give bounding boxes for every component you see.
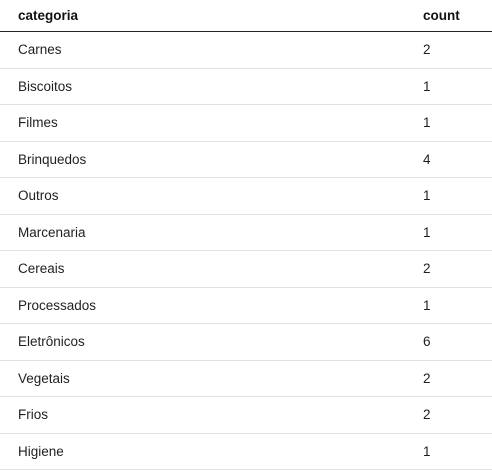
table-row: Eletrônicos 6: [0, 323, 492, 361]
table-row: Frios 2: [0, 396, 492, 434]
table-row: Filmes 1: [0, 104, 492, 142]
cell-count: 1: [405, 68, 492, 105]
cell-count: 1: [405, 104, 492, 142]
cell-categoria: Outros: [0, 177, 405, 215]
cell-categoria: Marcenaria: [0, 214, 405, 251]
table-row: Marcenaria 1: [0, 214, 492, 251]
table-row: Brinquedos 4: [0, 141, 492, 178]
table-row: Processados 1: [0, 287, 492, 324]
cell-count: 1: [405, 287, 492, 324]
cell-count: 2: [405, 360, 492, 397]
cell-categoria: Frios: [0, 396, 405, 434]
table-row: Vegetais 2: [0, 360, 492, 397]
cell-categoria: Cereais: [0, 250, 405, 288]
cell-categoria: Higiene: [0, 433, 405, 470]
table-row: Higiene 1: [0, 433, 492, 470]
cell-categoria: Biscoitos: [0, 68, 405, 105]
cell-categoria: Brinquedos: [0, 141, 405, 178]
cell-count: 2: [405, 31, 492, 69]
table-row: Biscoitos 1: [0, 68, 492, 105]
cell-count: 1: [405, 214, 492, 251]
cell-count: 6: [405, 323, 492, 361]
column-header-count[interactable]: count: [405, 0, 492, 32]
cell-count: 2: [405, 396, 492, 434]
table-body: Carnes 2 Biscoitos 1 Filmes 1 Brinquedos…: [0, 31, 492, 470]
cell-count: 1: [405, 177, 492, 215]
cell-count: 1: [405, 433, 492, 470]
cell-count: 2: [405, 250, 492, 288]
cell-categoria: Filmes: [0, 104, 405, 142]
cell-categoria: Carnes: [0, 31, 405, 69]
table-row: Carnes 2: [0, 31, 492, 69]
table-header-row: categoria count: [0, 0, 492, 32]
table-row: Outros 1: [0, 177, 492, 215]
column-header-categoria[interactable]: categoria: [0, 0, 405, 32]
cell-count: 4: [405, 141, 492, 178]
cell-categoria: Vegetais: [0, 360, 405, 397]
cell-categoria: Processados: [0, 287, 405, 324]
table-row: Cereais 2: [0, 250, 492, 288]
cell-categoria: Eletrônicos: [0, 323, 405, 361]
